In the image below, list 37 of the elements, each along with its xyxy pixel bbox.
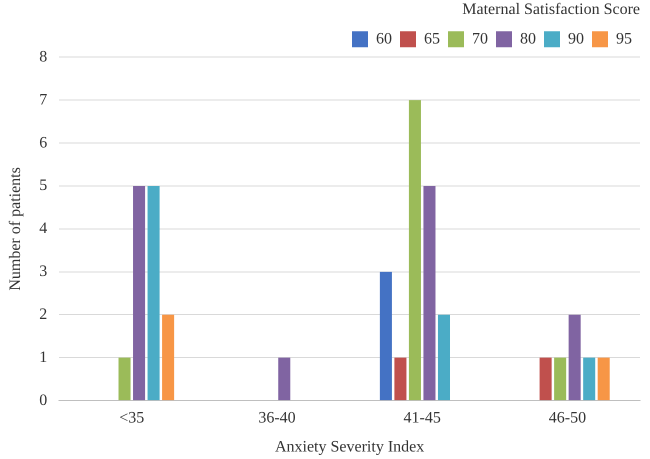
bar — [598, 358, 610, 400]
y-tick-label: 4 — [39, 220, 48, 238]
y-tick-label: 0 — [39, 392, 48, 409]
x-axis-title: Anxiety Severity Index — [274, 438, 424, 456]
bar — [540, 358, 552, 400]
legend-label: 80 — [520, 30, 536, 48]
bar — [394, 358, 406, 400]
y-tick-label: 8 — [39, 48, 48, 66]
y-tick-label: 6 — [39, 134, 48, 152]
y-tick-label: 7 — [39, 91, 48, 108]
legend-label: 95 — [616, 30, 632, 48]
x-tick-label: <35 — [119, 409, 144, 426]
y-tick-label: 1 — [39, 348, 48, 366]
legend-label: 90 — [568, 30, 584, 48]
bar — [408, 100, 421, 400]
x-tick-label: 46-50 — [548, 409, 586, 426]
y-tick-label: 2 — [39, 306, 48, 323]
bar — [162, 314, 174, 400]
y-tick-label: 3 — [39, 263, 48, 280]
x-tick-label: 41-45 — [404, 409, 441, 426]
bar — [133, 186, 146, 400]
bar — [380, 272, 392, 400]
bar — [583, 358, 596, 400]
y-axis-title: Number of patients — [6, 167, 24, 291]
legend-label: 65 — [424, 30, 440, 48]
x-tick-label: 36-40 — [258, 409, 296, 426]
legend-title: Maternal Satisfaction Score — [462, 1, 640, 18]
bar — [438, 314, 450, 400]
bar — [423, 186, 436, 400]
bar — [568, 314, 581, 400]
bar — [148, 186, 160, 400]
y-tick-label: 5 — [39, 177, 48, 194]
legend-label: 70 — [472, 30, 488, 48]
bar — [554, 358, 566, 400]
bar — [118, 358, 131, 400]
bar — [278, 358, 290, 400]
legend-label: 60 — [376, 30, 392, 48]
